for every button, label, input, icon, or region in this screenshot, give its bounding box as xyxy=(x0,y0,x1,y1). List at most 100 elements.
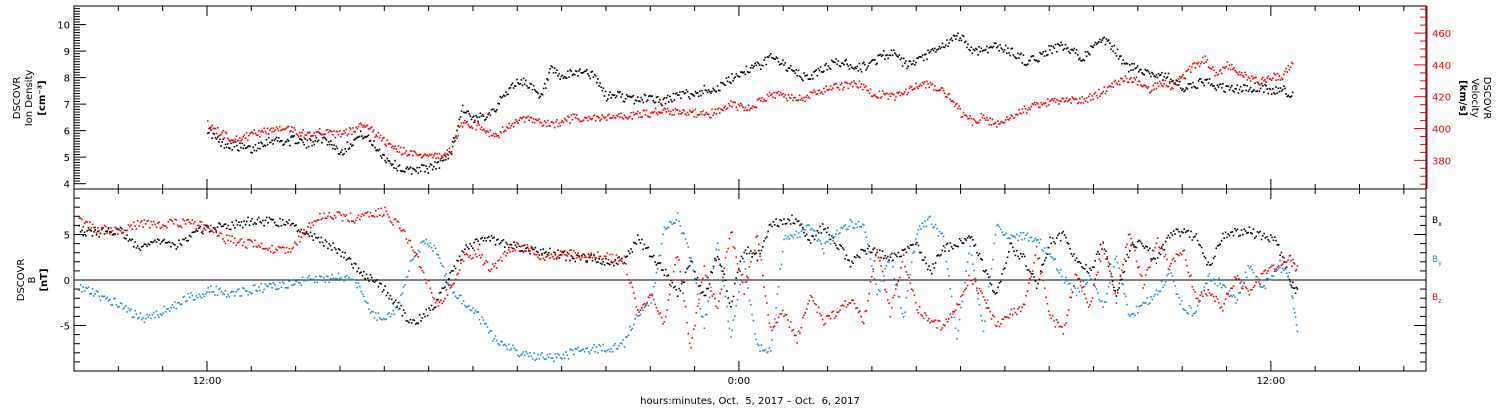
bx-point xyxy=(574,260,577,263)
velocity-point xyxy=(887,98,889,100)
density-point xyxy=(1266,88,1268,90)
by-point xyxy=(508,343,510,346)
density-point xyxy=(387,160,390,162)
by-point xyxy=(449,284,452,286)
density-point xyxy=(1229,86,1232,89)
bz-point xyxy=(377,208,380,210)
bx-point xyxy=(1105,250,1107,253)
density-point xyxy=(1051,52,1053,54)
bz-point xyxy=(106,232,108,234)
bx-point xyxy=(561,251,563,253)
density-point xyxy=(375,149,377,152)
bz-point xyxy=(869,281,872,283)
density-point xyxy=(977,54,979,56)
by-point xyxy=(739,283,741,286)
density-point xyxy=(252,146,254,149)
velocity-point xyxy=(352,127,354,129)
bx-point xyxy=(1026,269,1029,271)
velocity-point xyxy=(1135,76,1138,79)
velocity-point xyxy=(891,93,894,95)
bz-point xyxy=(1270,266,1272,268)
density-point xyxy=(761,64,763,67)
density-point xyxy=(668,101,670,103)
bz-point xyxy=(1211,293,1214,296)
by-point xyxy=(1293,307,1295,310)
by-point xyxy=(400,294,402,296)
x-tick-label: 12:00 xyxy=(1256,376,1285,387)
bz-point xyxy=(1059,325,1062,328)
bx-point xyxy=(256,218,259,221)
density-point xyxy=(614,96,617,99)
density-point xyxy=(1038,60,1040,62)
by-point xyxy=(950,295,953,298)
velocity-point xyxy=(1226,61,1229,63)
by-point xyxy=(198,293,200,296)
bz-point xyxy=(460,262,462,264)
bx-point xyxy=(766,236,768,238)
by-point xyxy=(847,228,849,230)
bx-point xyxy=(151,241,154,244)
density-point xyxy=(357,136,360,139)
density-point xyxy=(355,137,358,140)
by-point xyxy=(827,240,829,243)
density-point xyxy=(327,141,330,143)
bx-point xyxy=(785,222,788,225)
density-point xyxy=(469,115,472,117)
density-point xyxy=(1167,72,1170,75)
density-point xyxy=(1260,82,1263,85)
bx-point xyxy=(315,236,317,239)
bz-point xyxy=(783,315,785,317)
velocity-point xyxy=(707,113,710,116)
velocity-point xyxy=(629,115,631,118)
by-point xyxy=(1175,293,1178,295)
velocity-point xyxy=(779,91,782,94)
bx-point xyxy=(751,256,753,258)
velocity-point xyxy=(589,117,591,120)
bz-point xyxy=(785,313,788,316)
velocity-point xyxy=(1283,73,1285,76)
bx-point xyxy=(849,265,852,268)
density-point xyxy=(1018,57,1020,59)
density-point xyxy=(1102,37,1104,40)
density-point xyxy=(928,51,930,54)
by-point xyxy=(1295,324,1298,326)
by-point xyxy=(557,352,559,355)
by-point xyxy=(1083,285,1086,288)
density-point xyxy=(732,80,734,82)
density-point xyxy=(533,88,536,91)
bz-point xyxy=(440,299,442,302)
density-point xyxy=(426,168,428,170)
bx-point xyxy=(829,238,832,241)
density-point xyxy=(212,132,215,135)
bz-point xyxy=(982,296,985,298)
velocity-point xyxy=(1166,85,1169,88)
bx-point xyxy=(212,227,215,229)
velocity-point xyxy=(388,142,391,145)
bx-point xyxy=(988,276,990,279)
bz-point xyxy=(349,212,352,215)
bx-point xyxy=(772,221,775,223)
by-point xyxy=(389,316,392,318)
bx-point xyxy=(799,224,801,227)
velocity-point xyxy=(1264,79,1266,81)
density-point xyxy=(938,45,940,48)
velocity-point xyxy=(927,82,929,85)
by-point xyxy=(327,275,329,278)
velocity-point xyxy=(943,92,946,95)
bz-point xyxy=(1271,264,1273,267)
by-point xyxy=(787,235,789,238)
bz-point xyxy=(819,312,821,315)
bz-point xyxy=(925,314,928,317)
bx-point xyxy=(1164,240,1167,243)
by-point xyxy=(293,283,296,285)
by-point xyxy=(750,304,752,306)
by-point xyxy=(859,225,861,228)
bx-point xyxy=(307,233,309,235)
bz-point xyxy=(909,282,912,285)
by-point xyxy=(586,347,588,349)
by-point xyxy=(796,236,799,239)
density-point xyxy=(423,164,425,167)
velocity-point xyxy=(1058,103,1060,105)
bz-point xyxy=(1248,294,1251,296)
bz-point xyxy=(78,217,80,219)
